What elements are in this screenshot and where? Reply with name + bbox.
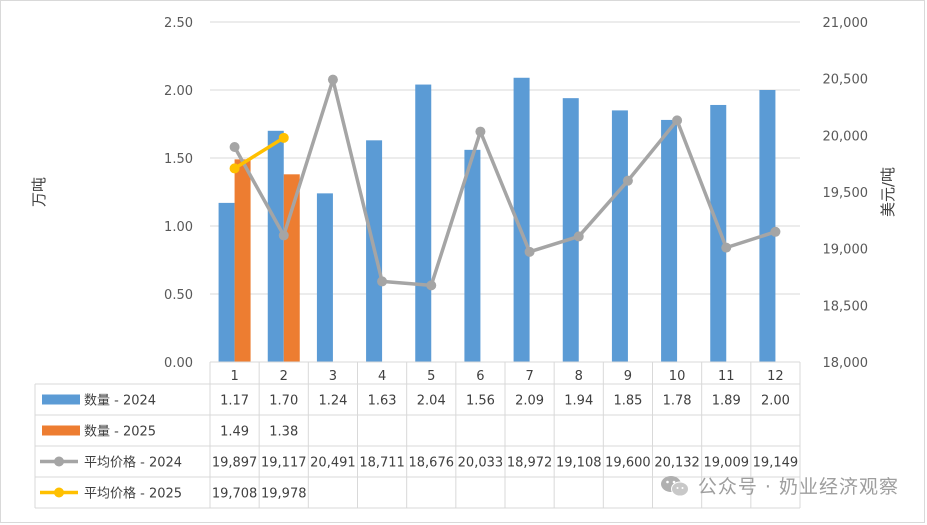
- data-table-cell: 1.89: [712, 394, 741, 409]
- y2-tick-label: 20,000: [823, 129, 869, 144]
- legend-key: [42, 425, 80, 436]
- data-table-cell: 1.94: [564, 394, 593, 409]
- line-point: [770, 226, 781, 237]
- data-table-cell: 18,972: [507, 456, 553, 471]
- category-label: 3: [329, 369, 337, 384]
- bar: [234, 159, 251, 362]
- y2-axis-title: 美元/吨: [879, 167, 897, 217]
- bar: [611, 110, 628, 363]
- line-point: [475, 126, 486, 137]
- data-table-cell: 2.00: [761, 394, 790, 409]
- y2-tick-label: 20,500: [823, 73, 869, 88]
- legend-label: 数量 - 2024: [84, 394, 156, 409]
- bar: [710, 104, 727, 363]
- bar: [267, 130, 284, 362]
- legend-label: 平均价格 - 2025: [84, 486, 182, 502]
- y-tick-label: 0.50: [164, 288, 193, 303]
- line-point: [426, 280, 437, 291]
- series-line: [233, 136, 285, 170]
- data-table-cell: 19,149: [753, 456, 799, 471]
- data-table-cell: 19,897: [212, 456, 258, 471]
- category-label: 9: [624, 369, 632, 384]
- data-table-cell: 1.38: [269, 425, 298, 440]
- category-label: 4: [378, 369, 386, 384]
- data-table-cell: 19,600: [605, 456, 651, 471]
- data-table-cell: 19,708: [212, 487, 258, 502]
- watermark: 公众号 · 奶业经济观察: [660, 472, 899, 499]
- bar: [415, 84, 432, 362]
- category-label: 2: [280, 369, 288, 384]
- line-point: [327, 74, 338, 85]
- legend-key: [42, 394, 80, 405]
- line-point: [278, 230, 289, 241]
- data-table-cell: 1.85: [613, 394, 642, 409]
- bar: [283, 174, 300, 362]
- y2-tick-label: 18,000: [823, 356, 869, 371]
- y-tick-label: 2.00: [164, 84, 193, 99]
- bar: [661, 119, 678, 362]
- legend-key-marker: [54, 487, 64, 498]
- line-point: [622, 175, 633, 186]
- data-table-cell: 1.17: [220, 394, 249, 409]
- line-point: [229, 142, 240, 153]
- data-table-cell: 1.63: [368, 394, 397, 409]
- series-line: [233, 77, 776, 288]
- data-table-cell: 2.04: [417, 394, 446, 409]
- legend-key-marker: [54, 456, 64, 467]
- data-table-cell: 18,676: [409, 456, 455, 471]
- category-label: 6: [476, 369, 484, 384]
- line-point: [229, 163, 240, 174]
- legend-label: 平均价格 - 2024: [84, 455, 182, 471]
- data-table-cell: 20,033: [458, 456, 504, 471]
- data-table-cell: 19,117: [261, 456, 307, 471]
- bar: [562, 98, 579, 362]
- line-point: [721, 242, 732, 253]
- y-tick-label: 2.50: [164, 16, 193, 31]
- line-point: [278, 132, 289, 143]
- data-table-cell: 1.78: [663, 394, 692, 409]
- legend-label: 数量 - 2025: [84, 425, 156, 440]
- line-point: [672, 115, 683, 126]
- y-tick-label: 1.50: [164, 152, 193, 167]
- category-label: 12: [767, 369, 784, 384]
- line-point: [377, 276, 388, 287]
- data-table-cell: 2.09: [515, 394, 544, 409]
- line-point: [524, 246, 535, 257]
- y-axis-title: 万吨: [30, 177, 48, 207]
- watermark-text: 公众号 · 奶业经济观察: [697, 476, 899, 498]
- category-label: 1: [230, 369, 238, 384]
- data-table-cell: 19,108: [556, 456, 602, 471]
- y2-tick-label: 18,500: [823, 299, 869, 314]
- y2-tick-label: 19,500: [823, 186, 869, 201]
- data-table-cell: 19,978: [261, 487, 307, 502]
- bar: [316, 193, 333, 362]
- data-table-cell: 18,711: [359, 456, 405, 471]
- category-label: 10: [669, 369, 686, 384]
- category-label: 5: [427, 369, 435, 384]
- y2-tick-label: 19,000: [823, 243, 869, 258]
- category-label: 8: [575, 369, 583, 384]
- data-table-cell: 1.24: [318, 394, 347, 409]
- y-tick-label: 0.00: [164, 356, 193, 371]
- y2-tick-label: 21,000: [823, 16, 869, 31]
- category-label: 11: [718, 369, 735, 384]
- line-point: [573, 231, 584, 242]
- category-label: 7: [525, 369, 533, 384]
- bar: [513, 77, 530, 362]
- bar: [464, 149, 481, 362]
- data-table-cell: 20,491: [310, 456, 356, 471]
- bar: [759, 90, 776, 362]
- data-table-cell: 1.70: [269, 394, 298, 409]
- data-table-cell: 19,009: [704, 456, 750, 471]
- y-tick-label: 1.00: [164, 220, 193, 235]
- bar: [218, 202, 235, 362]
- data-table-cell: 1.56: [466, 394, 495, 409]
- data-table-cell: 20,132: [654, 456, 700, 471]
- data-table-cell: 1.49: [220, 425, 249, 440]
- wechat-icon: [660, 475, 689, 496]
